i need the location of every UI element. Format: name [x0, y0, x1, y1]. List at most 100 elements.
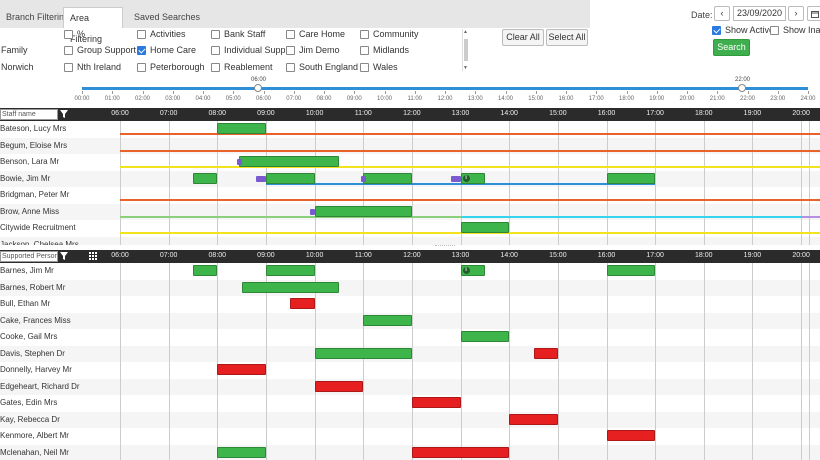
gantt-row[interactable]: Bateson, Lucy Mrs — [0, 121, 820, 138]
area-checkbox[interactable] — [360, 45, 369, 55]
calendar-button[interactable] — [807, 6, 820, 21]
tab-branch-filtering[interactable]: Branch Filtering — [6, 12, 70, 22]
visit-bar[interactable] — [239, 156, 339, 167]
visit-bar[interactable] — [265, 172, 315, 184]
gantt-row[interactable]: Bridgman, Peter Mr — [0, 187, 820, 204]
visit-bar[interactable] — [411, 397, 461, 408]
gantt-row[interactable]: Barnes, Jim Mr — [0, 263, 820, 280]
area-checkbox-item[interactable]: Bank Staff — [211, 27, 265, 41]
area-checkbox[interactable] — [360, 29, 369, 39]
area-checkbox-item[interactable]: Peterborough — [137, 60, 205, 74]
area-checkbox[interactable] — [211, 45, 220, 55]
area-checkbox-item[interactable]: Wales — [360, 60, 398, 74]
tab-area-filtering[interactable]: Area Filtering — [63, 7, 123, 44]
visit-bar[interactable] — [533, 347, 558, 359]
travel-bar[interactable] — [236, 159, 242, 165]
visit-bar[interactable] — [411, 446, 510, 458]
area-checkbox[interactable] — [137, 45, 146, 55]
visit-bar[interactable] — [192, 265, 218, 276]
date-input[interactable]: 23/09/2020 — [733, 6, 786, 21]
gantt-row[interactable]: Gates, Edin Mrs — [0, 395, 820, 412]
area-checkbox[interactable] — [137, 29, 146, 39]
scroll-up-icon[interactable]: ▲ — [463, 29, 468, 35]
visit-bar[interactable] — [460, 222, 510, 233]
search-button[interactable]: Search — [713, 39, 750, 56]
gantt-row[interactable]: Jackson, Chelsea Mrs — [0, 236, 820, 245]
staff-name-filter-input[interactable]: Staff name — [0, 109, 58, 120]
visit-bar[interactable] — [217, 446, 266, 458]
gantt-row[interactable]: Begum, Eloise Mrs — [0, 137, 820, 154]
info-icon[interactable]: i — [462, 174, 470, 182]
show-active-toggle[interactable]: Show Active — [712, 23, 774, 37]
visit-bar[interactable] — [217, 123, 266, 134]
clear-all-button[interactable]: Clear All — [502, 29, 544, 46]
area-list-scrollbar[interactable]: ▲ ▼ — [462, 29, 469, 71]
filter-funnel-icon[interactable] — [60, 109, 68, 119]
area-checkbox-item[interactable]: Individual Supp — [211, 43, 286, 57]
travel-bar[interactable] — [360, 175, 366, 182]
area-checkbox[interactable] — [64, 62, 73, 72]
panel-splitter[interactable] — [435, 245, 455, 247]
area-checkbox-item[interactable]: South England — [286, 60, 358, 74]
visit-bar[interactable] — [290, 298, 315, 309]
show-active-checkbox[interactable] — [712, 25, 721, 35]
scroll-down-icon[interactable]: ▼ — [463, 65, 468, 71]
area-checkbox-item[interactable]: Group Support — [64, 43, 136, 57]
travel-bar[interactable] — [309, 208, 315, 215]
area-checkbox[interactable] — [286, 45, 295, 55]
gantt-row[interactable]: Mclenahan, Neil Mr — [0, 444, 820, 460]
visit-bar[interactable] — [314, 205, 412, 217]
prev-date-button[interactable]: ‹ — [714, 6, 730, 21]
visit-bar[interactable] — [606, 172, 656, 184]
gantt-row[interactable]: Edgeheart, Richard Dr — [0, 378, 820, 395]
gantt-row[interactable]: Citywide Recruitment — [0, 220, 820, 237]
gantt-row[interactable]: Bull, Ethan Mr — [0, 296, 820, 313]
gantt-row[interactable]: Kenmore, Albert Mr — [0, 428, 820, 445]
area-checkbox-item[interactable]: Midlands — [360, 43, 409, 57]
slider-end-handle[interactable] — [738, 84, 746, 92]
visit-bar[interactable] — [314, 380, 364, 392]
area-checkbox-item[interactable]: Activities — [137, 27, 186, 41]
area-checkbox-item[interactable]: Jim Demo — [286, 43, 340, 57]
gantt-row[interactable]: Barnes, Robert Mr — [0, 279, 820, 296]
gantt-row[interactable]: Donnelly, Harvey Mr — [0, 362, 820, 379]
grid-view-icon[interactable] — [89, 252, 97, 260]
next-date-button[interactable]: › — [788, 6, 804, 21]
area-checkbox[interactable] — [137, 62, 146, 72]
info-icon[interactable]: i — [462, 267, 470, 274]
area-checkbox-item[interactable]: Nth Ireland — [64, 60, 121, 74]
area-checkbox-item[interactable]: % — [64, 27, 85, 41]
gantt-row[interactable]: Cooke, Gail Mrs — [0, 329, 820, 346]
show-inactive-checkbox[interactable] — [770, 25, 779, 35]
area-checkbox[interactable] — [286, 62, 295, 72]
gantt-row[interactable]: Benson, Lara Mr — [0, 154, 820, 171]
select-all-button[interactable]: Select All — [546, 29, 588, 46]
area-checkbox[interactable] — [211, 29, 220, 39]
area-checkbox[interactable] — [360, 62, 369, 72]
visit-bar[interactable]: i — [460, 172, 485, 184]
visit-bar[interactable] — [217, 364, 266, 375]
visit-bar[interactable] — [241, 281, 339, 293]
area-checkbox[interactable] — [211, 62, 220, 72]
scroll-thumb[interactable] — [464, 39, 468, 61]
visit-bar[interactable]: i — [460, 265, 485, 276]
visit-bar[interactable] — [363, 172, 412, 184]
area-checkbox-item[interactable]: Care Home — [286, 27, 345, 41]
visit-bar[interactable] — [363, 314, 412, 326]
area-checkbox-item[interactable]: Community — [360, 27, 419, 41]
person-name-filter-input[interactable]: Supported Person name — [0, 251, 58, 262]
slider-track[interactable] — [82, 87, 808, 90]
tab-saved-searches[interactable]: Saved Searches — [134, 12, 201, 22]
show-inactive-toggle[interactable]: Show Inact — [770, 23, 820, 37]
area-checkbox[interactable] — [286, 29, 295, 39]
visit-bar[interactable] — [460, 331, 510, 342]
travel-bar[interactable] — [450, 175, 461, 182]
area-checkbox[interactable] — [64, 29, 73, 39]
visit-bar[interactable] — [265, 265, 315, 276]
visit-bar[interactable] — [314, 347, 412, 359]
slider-start-handle[interactable] — [254, 84, 262, 92]
travel-bar[interactable] — [256, 175, 266, 182]
visit-bar[interactable] — [606, 265, 656, 276]
filter-funnel-icon[interactable] — [60, 251, 68, 261]
visit-bar[interactable] — [509, 413, 558, 425]
